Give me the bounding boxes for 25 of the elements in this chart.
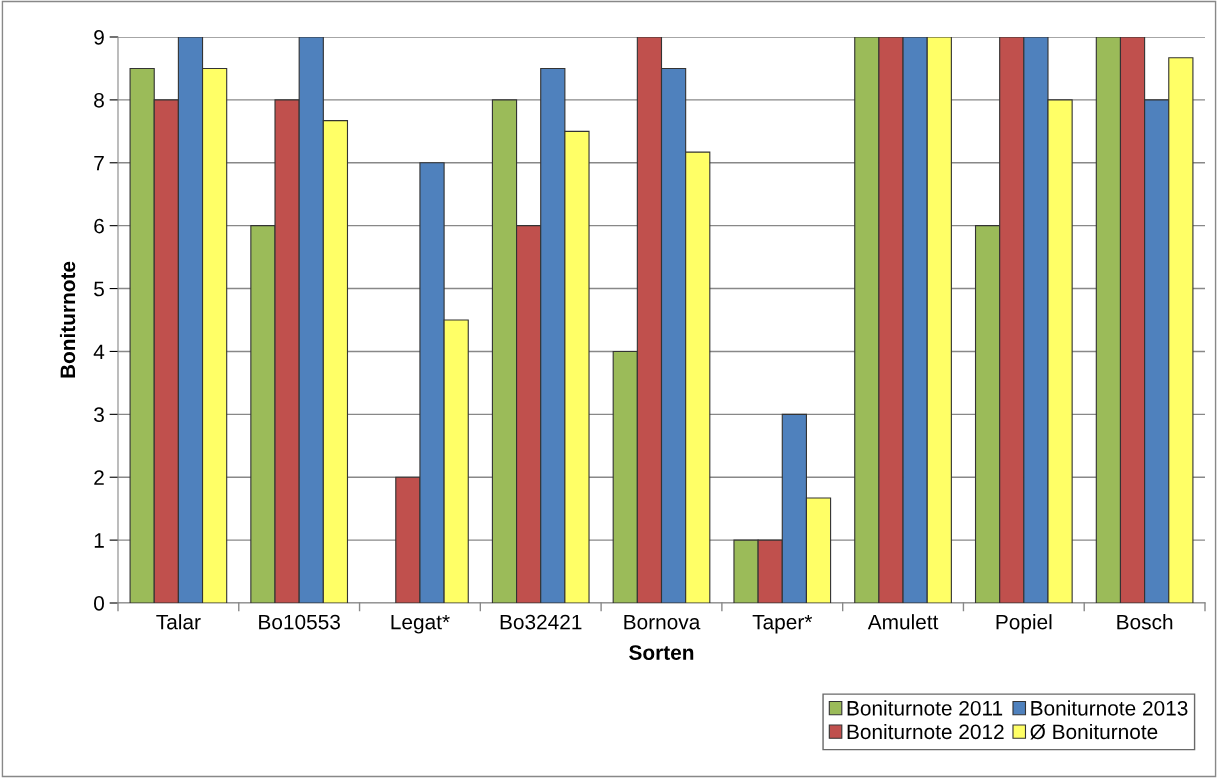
x-tick-label: Popiel: [996, 614, 1052, 634]
x-tick-label: Legat*: [391, 614, 450, 634]
y-tick-label: 0: [94, 596, 104, 611]
y-tick-label: 9: [94, 30, 104, 45]
y-tick-label: 8: [94, 92, 104, 108]
x-tick-label: Talar: [156, 614, 201, 630]
x-axis-title: Sorten: [629, 645, 694, 660]
x-tick-label: Amulett: [867, 614, 939, 630]
y-tick-label: 5: [94, 281, 104, 297]
y-tick-label: 2: [94, 470, 104, 485]
x-tick-label: Bornova: [624, 614, 701, 630]
x-tick-label: Taper*: [752, 614, 813, 634]
y-tick-label: 4: [93, 344, 105, 359]
legend-label: Boniturnote 2011: [847, 700, 1003, 716]
legend-label: Boniturnote 2013: [1031, 700, 1188, 716]
legend-label: Ø Boniturnote: [1030, 723, 1158, 740]
x-tick-label: Bo10553: [259, 614, 340, 630]
y-tick-label: 6: [94, 218, 104, 234]
y-axis-title: Boniturnote: [59, 261, 76, 378]
y-tick-label: 1: [94, 533, 104, 548]
legend-label: Boniturnote 2012: [847, 723, 1004, 740]
y-tick-label: 3: [94, 407, 104, 423]
x-tick-label: Bosch: [1117, 614, 1173, 630]
x-tick-label: Bo32421: [500, 614, 582, 630]
y-tick-label: 7: [94, 155, 104, 171]
